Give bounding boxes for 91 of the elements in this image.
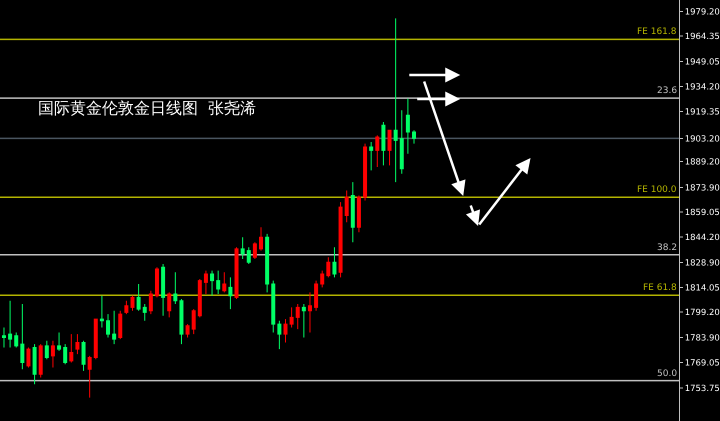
candlestick: [130, 295, 134, 312]
candlestick: [234, 246, 239, 300]
candlestick: [314, 280, 318, 312]
candlestick: [167, 292, 172, 318]
candlestick: [222, 272, 226, 293]
candlestick: [118, 310, 122, 340]
candlestick: [228, 276, 232, 310]
candlestick: [161, 263, 166, 316]
candlestick: [412, 130, 416, 144]
candlestick: [246, 246, 251, 264]
y-tick-label: 1949.05: [684, 58, 720, 68]
candlestick: [82, 340, 86, 372]
candlestick: [302, 304, 306, 338]
candlestick: [350, 182, 355, 243]
y-tick-label: 1979.20: [684, 7, 720, 18]
candlestick: [192, 308, 196, 335]
candlestick: [50, 340, 55, 368]
ref-line-label: FE 61.8: [643, 283, 678, 293]
ref-line-label: FE 100.0: [637, 185, 677, 195]
candlestick: [186, 324, 190, 338]
candlestick: [320, 270, 324, 288]
candlestick: [20, 304, 24, 370]
candlestick: [283, 318, 288, 343]
candlestick: [381, 121, 386, 166]
candlestick: [44, 340, 49, 360]
candlestick: [388, 130, 392, 166]
ref-line-label: FE 161.8: [637, 27, 677, 37]
y-tick-label: 1859.05: [684, 208, 720, 218]
candlestick: [271, 280, 276, 333]
candlestick: [154, 266, 159, 298]
candlestick: [394, 18, 398, 183]
candlestick: [94, 318, 98, 360]
candlestick: [204, 270, 208, 295]
candlestick: [14, 332, 18, 348]
candlestick: [69, 334, 74, 364]
candlestick: [308, 292, 312, 333]
candlestick: [8, 300, 12, 348]
y-tick-label: 1964.35: [684, 32, 720, 42]
candlestick: [277, 320, 282, 350]
candlestick: [142, 304, 147, 322]
candlestick: [148, 290, 153, 315]
y-tick-label: 1828.90: [684, 258, 720, 268]
candlestick: [375, 134, 380, 168]
candlestick: [296, 304, 300, 330]
candlestick: [57, 332, 62, 352]
y-tick-label: 1903.20: [684, 134, 720, 144]
candlestick: [63, 344, 68, 365]
candlestick: [100, 295, 104, 328]
candlestick: [106, 314, 110, 338]
y-tick-label: 1753.75: [684, 384, 720, 394]
y-tick-label: 1814.05: [684, 283, 720, 294]
candlestick: [338, 202, 343, 278]
y-tick-label: 1873.90: [684, 183, 720, 194]
candlestick: [32, 344, 37, 385]
candlestick: [75, 334, 80, 355]
text: 国际黄金伦敦金日线图 张尧浠: [38, 98, 256, 118]
candlestick: [240, 236, 245, 260]
y-tick-label: 1783.90: [684, 334, 720, 344]
candlestick: [173, 272, 178, 305]
candlestick: [356, 194, 361, 233]
candlestick: [2, 326, 6, 348]
candlestick: [26, 346, 30, 368]
candlestick: [124, 300, 128, 315]
y-tick-label: 1919.35: [684, 107, 720, 118]
candlestick: [216, 270, 220, 295]
candlestick: [290, 306, 294, 328]
candlestick: [406, 98, 410, 154]
candlestick: [259, 226, 264, 252]
candlestick: [112, 310, 116, 345]
y-tick-label: 1889.20: [684, 158, 720, 168]
annotation: 50.0: [657, 369, 678, 379]
candlestick: [210, 270, 214, 296]
annotation: 38.2: [657, 243, 678, 253]
candlestick: [252, 242, 257, 260]
candlestick: [344, 190, 349, 223]
y-tick-label: 1799.20: [684, 308, 720, 318]
candlestick: [326, 256, 330, 278]
y-tick-label: 1844.20: [684, 232, 720, 243]
candlestick: [136, 284, 141, 312]
candlestick: [332, 246, 336, 278]
candlestick: [88, 355, 92, 398]
candlestick: [179, 298, 184, 345]
candlestick: [363, 143, 368, 201]
y-tick-label: 1769.05: [684, 358, 720, 368]
candlestick: [38, 344, 43, 378]
candlestick: [369, 142, 374, 171]
y-tick-label: 1934.20: [684, 82, 720, 93]
candlestick: [400, 110, 404, 174]
annotation: 23.6: [657, 86, 678, 96]
candlestick: [265, 233, 270, 293]
candlestick: [198, 278, 202, 318]
